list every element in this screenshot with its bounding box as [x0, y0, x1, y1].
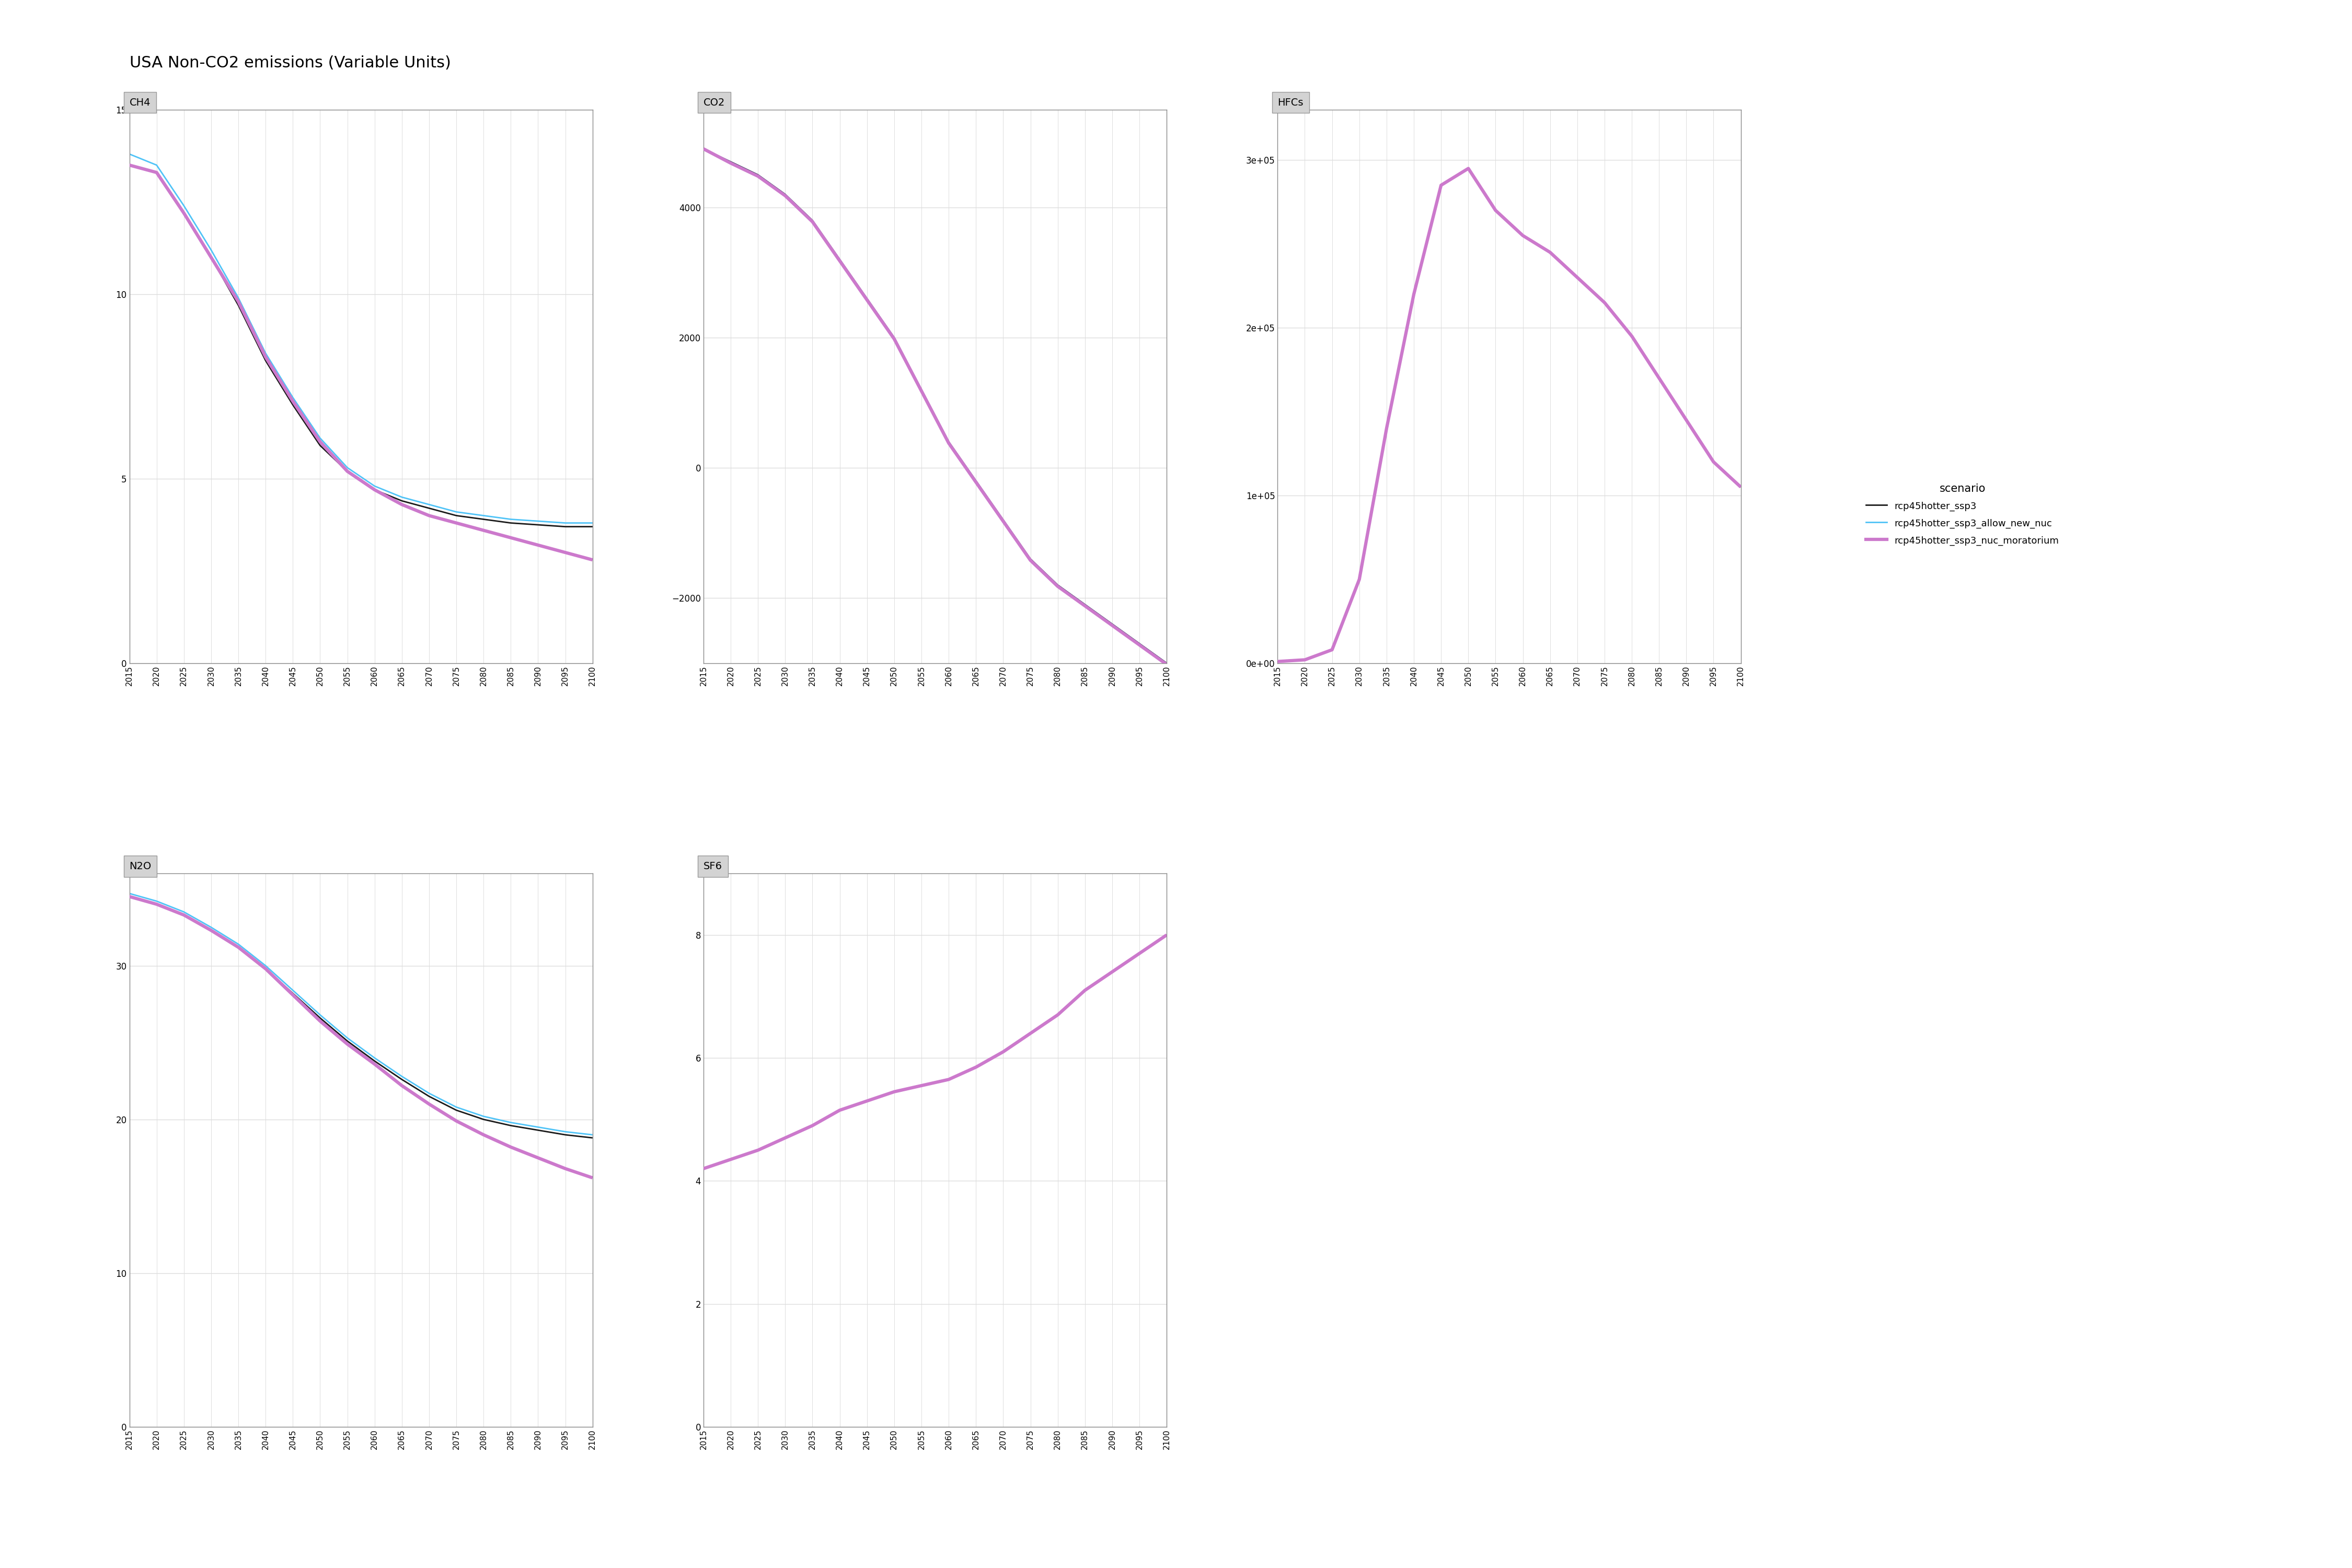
Text: USA Non-CO2 emissions (Variable Units): USA Non-CO2 emissions (Variable Units) [129, 55, 452, 71]
Legend: rcp45hotter_ssp3, rcp45hotter_ssp3_allow_new_nuc, rcp45hotter_ssp3_nuc_moratoriu: rcp45hotter_ssp3, rcp45hotter_ssp3_allow… [1865, 483, 2058, 546]
Text: SF6: SF6 [703, 861, 722, 872]
Text: CH4: CH4 [129, 97, 151, 108]
Text: HFCs: HFCs [1277, 97, 1303, 108]
Text: N2O: N2O [129, 861, 151, 872]
Text: CO2: CO2 [703, 97, 724, 108]
